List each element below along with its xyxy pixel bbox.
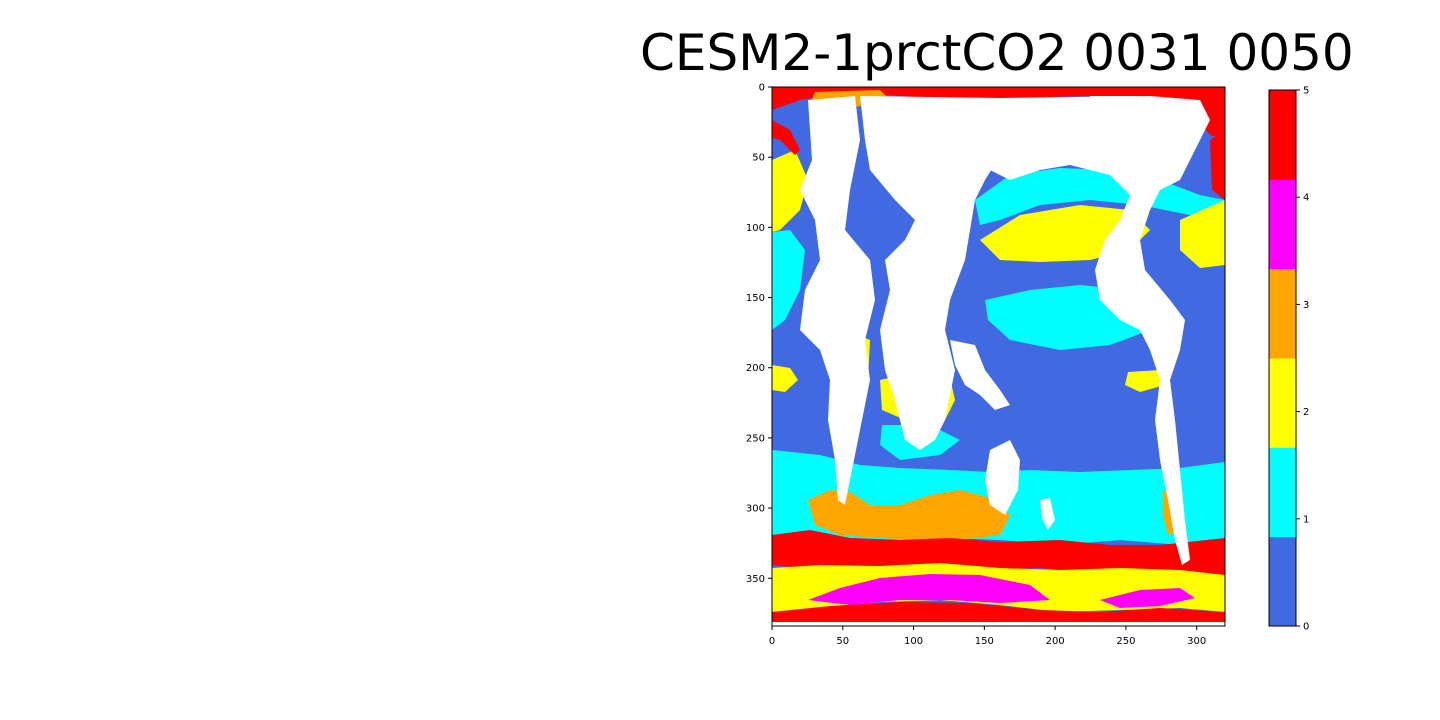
colorbar-tick-label: 1 <box>1303 514 1309 525</box>
colorbar-segment <box>1269 536 1296 627</box>
heatmap-region-cat5-southern-ocean <box>772 530 1225 575</box>
heatmap-region-cat2-pacific-south <box>1125 370 1165 392</box>
colorbar-tick-label: 4 <box>1303 193 1309 204</box>
colorbar-tick-label: 3 <box>1303 300 1309 311</box>
x-tick-label: 200 <box>1046 636 1065 647</box>
y-tick-label: 100 <box>746 223 765 234</box>
colorbar-segment <box>1269 268 1296 359</box>
y-tick-label: 0 <box>759 83 765 94</box>
y-axis: 0 50 100 150 200 250 300 350 <box>746 83 772 585</box>
heatmap-region-cat2-north-atlantic <box>772 150 808 232</box>
heatmap-region-cat3-southern-ocean <box>808 490 1010 540</box>
colorbar: 0 1 2 3 4 5 <box>1268 86 1309 633</box>
land-mask <box>772 96 1225 626</box>
land-europe-africa <box>860 96 1010 450</box>
y-tick-label: 300 <box>746 504 765 515</box>
colorbar-tick-label: 0 <box>1303 622 1309 633</box>
land-asia <box>990 96 1210 565</box>
colorbar-tick-label: 5 <box>1303 86 1309 97</box>
land-antarctica <box>772 622 1225 626</box>
y-tick-label: 150 <box>746 293 765 304</box>
y-tick-label: 200 <box>746 363 765 374</box>
x-tick-label: 0 <box>769 636 775 647</box>
colorbar-segment <box>1269 179 1296 270</box>
land-americas <box>800 96 875 505</box>
colorbar-segment <box>1269 90 1296 180</box>
heatmap-region-cat2-atlantic-south <box>772 365 798 392</box>
x-axis: 0 50 100 150 200 250 300 <box>769 626 1206 647</box>
heatmap-region-cat5-west-pacific-coast <box>1210 130 1225 200</box>
x-tick-label: 50 <box>836 636 849 647</box>
heatmap-region-cat2-north-pacific-east <box>1180 200 1225 268</box>
chart-title: CESM2-1prctCO2 0031 0050 <box>640 24 1354 82</box>
y-tick-label: 50 <box>752 153 765 164</box>
heatmap-region-cat4-antarctic-weddell <box>808 574 1050 605</box>
y-tick-label: 250 <box>746 433 765 444</box>
land-maritime-continent <box>950 340 1010 410</box>
heatmap-region-cat1-north-atlantic <box>772 230 805 330</box>
heatmap-region-cat4-antarctic-ross <box>1100 588 1195 608</box>
colorbar-frame <box>1268 89 1297 627</box>
x-tick-label: 300 <box>1187 636 1206 647</box>
land-arctic-island <box>1090 96 1150 140</box>
x-tick-label: 100 <box>904 636 923 647</box>
heatmap-region-cat5-north-atlantic-coast <box>772 120 800 155</box>
plot-frame <box>771 86 1226 627</box>
y-tick-label: 350 <box>746 574 765 585</box>
x-tick-label: 150 <box>975 636 994 647</box>
land-australia <box>985 440 1020 515</box>
heatmap-field <box>772 87 1225 626</box>
colorbar-segment <box>1269 358 1296 448</box>
x-tick-label: 250 <box>1116 636 1135 647</box>
heatmap-region-cat5-antarctic-coast <box>772 602 1225 626</box>
colorbar-tick-label: 2 <box>1303 407 1309 418</box>
land-new-zealand <box>1040 498 1055 530</box>
colorbar-segment <box>1269 447 1296 538</box>
